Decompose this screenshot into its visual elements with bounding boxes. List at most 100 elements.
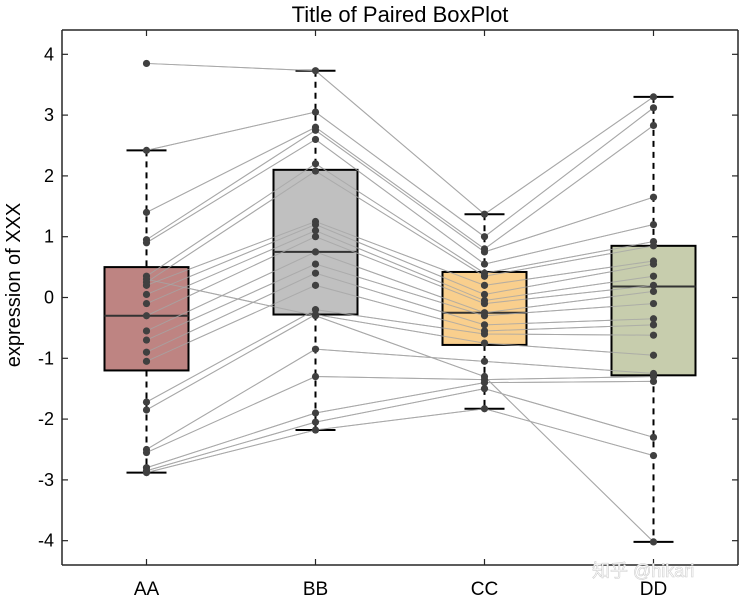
pair-line-22 (146, 278, 654, 543)
data-point-dd-21 (649, 451, 658, 460)
data-point-aa-11 (142, 327, 151, 335)
data-point-cc-8 (480, 290, 489, 299)
pair-line-overlay-11 (146, 251, 654, 332)
data-point-dd-1 (649, 104, 658, 112)
pair-line-overlay-19 (146, 380, 654, 469)
data-point-cc-22 (480, 372, 489, 381)
data-point-bb-17 (311, 345, 320, 353)
data-point-aa-18 (142, 448, 151, 457)
pair-line-overlay-0 (146, 62, 654, 215)
y-tick-label--4: -4 (38, 531, 54, 551)
data-point-dd-20 (649, 433, 658, 441)
pair-line-overlay-18 (146, 376, 654, 453)
pair-line-13 (146, 272, 654, 353)
data-point-cc-17 (480, 357, 489, 365)
y-tick-label-2: 2 (44, 166, 54, 186)
pair-line-overlay-14 (146, 284, 654, 362)
data-point-bb-0 (311, 67, 320, 75)
data-point-dd-2 (649, 121, 658, 130)
pair-line-overlay-12 (146, 263, 654, 341)
data-point-dd-8 (649, 260, 658, 268)
data-point-aa-8 (142, 290, 151, 299)
data-point-cc-21 (480, 405, 489, 413)
data-point-dd-15 (649, 331, 658, 339)
data-point-bb-5 (311, 160, 320, 168)
data-point-dd-10 (649, 281, 658, 289)
data-point-dd-16 (649, 351, 658, 359)
pair-line-overlay-8 (146, 224, 654, 295)
data-point-dd-11 (649, 287, 658, 296)
data-point-bb-8 (311, 220, 320, 229)
data-point-bb-19 (311, 409, 320, 417)
data-point-cc-13 (480, 321, 489, 329)
chart-title: Title of Paired BoxPlot (292, 2, 509, 27)
pair-line-overlay-10 (146, 236, 654, 317)
data-point-aa-14 (142, 357, 151, 365)
pair-line-10 (146, 236, 654, 317)
data-point-cc-12 (480, 312, 489, 320)
data-point-cc-10 (480, 299, 489, 308)
data-point-aa-1 (142, 146, 151, 154)
x-tick-label-bb: BB (303, 579, 328, 600)
data-point-aa-10 (142, 312, 151, 320)
y-tick-label-3: 3 (44, 105, 54, 125)
data-point-bb-21 (311, 426, 320, 434)
data-point-cc-6 (480, 272, 489, 280)
data-point-aa-0 (142, 59, 151, 68)
x-tick-label-cc: CC (471, 579, 498, 600)
data-point-aa-7 (142, 281, 151, 289)
pair-line-overlay-22 (146, 278, 654, 543)
data-point-bb-13 (311, 269, 320, 277)
data-point-bb-4 (311, 135, 320, 144)
data-point-dd-22 (649, 538, 658, 546)
data-point-bb-1 (311, 108, 320, 116)
pair-line-1 (146, 107, 654, 238)
data-point-bb-22 (311, 312, 320, 320)
x-tick-label-aa: AA (134, 579, 160, 600)
pair-line-9 (146, 230, 654, 305)
data-point-bb-12 (311, 260, 320, 268)
data-point-bb-11 (311, 248, 320, 256)
pair-line-11 (146, 251, 654, 332)
pair-line-overlay-5 (146, 163, 654, 277)
y-tick-label-0: 0 (44, 288, 54, 308)
data-point-dd-12 (649, 299, 658, 308)
x-tick-label-dd: DD (640, 579, 667, 600)
data-point-dd-3 (649, 193, 658, 201)
data-point-dd-14 (649, 321, 658, 329)
data-point-cc-7 (480, 281, 489, 289)
pair-line-overlay-6 (146, 170, 654, 283)
pair-line-overlay-1 (146, 107, 654, 238)
data-point-cc-1 (480, 233, 489, 241)
data-point-dd-4 (649, 220, 658, 229)
pair-line-overlay-7 (146, 220, 654, 286)
y-axis-label: expression of XXX (3, 203, 25, 368)
data-point-aa-21 (142, 468, 151, 477)
data-point-aa-4 (142, 239, 151, 247)
pair-line-overlay-16 (146, 314, 654, 411)
data-point-dd-13 (649, 315, 658, 323)
data-point-dd-9 (649, 272, 658, 280)
data-point-cc-3 (480, 248, 489, 256)
pair-line-15 (146, 309, 654, 403)
pair-line-overlay-9 (146, 230, 654, 305)
pair-line-overlay-3 (146, 129, 654, 253)
data-point-bb-10 (311, 233, 320, 241)
plot-area: -4 -3 -2 -1 0 1 2 3 4 AA BB CC DD (38, 29, 739, 600)
watermark-text: 知乎 @hikari (592, 561, 694, 581)
pair-line-overlay-4 (146, 138, 654, 265)
pair-line-overlay-20 (146, 388, 654, 472)
data-point-cc-4 (480, 260, 489, 268)
pair-line-overlay-15 (146, 309, 654, 403)
y-tick-label--3: -3 (38, 470, 54, 490)
y-tick-label-1: 1 (44, 227, 54, 247)
data-point-cc-16 (480, 339, 489, 347)
data-point-bb-18 (311, 372, 320, 381)
data-point-bb-6 (311, 167, 320, 175)
data-point-cc-20 (480, 385, 489, 393)
data-point-dd-6 (649, 242, 658, 250)
data-point-bb-3 (311, 126, 320, 134)
y-tick-label--1: -1 (38, 348, 54, 368)
data-point-aa-13 (142, 348, 151, 356)
